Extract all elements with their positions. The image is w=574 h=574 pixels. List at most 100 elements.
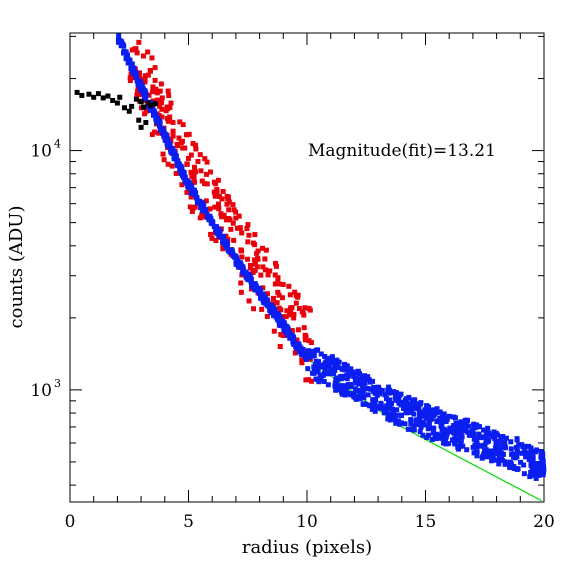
- x-tick-label: 15: [415, 512, 437, 532]
- profile-point-outer: [157, 127, 163, 133]
- profile-point-fitted: [136, 70, 142, 76]
- profile-point-fitted: [143, 108, 149, 114]
- profile-point-outer: [312, 362, 318, 368]
- profile-point-outer: [319, 362, 325, 368]
- profile-point-outer: [393, 390, 399, 396]
- profile-point-outer: [389, 400, 395, 406]
- profile-point-fitted: [216, 194, 222, 200]
- profile-point-outer: [413, 405, 419, 411]
- profile-point-fitted: [163, 108, 169, 114]
- profile-point-fitted: [160, 151, 166, 157]
- profile-point-outer: [443, 418, 449, 424]
- profile-point-outer: [248, 278, 254, 284]
- profile-point-core: [74, 89, 80, 95]
- profile-point-outer: [526, 457, 532, 463]
- profile-point-outer: [496, 461, 502, 467]
- profile-point-outer: [176, 161, 182, 167]
- profile-point-fitted: [255, 256, 261, 262]
- profile-point-outer: [290, 333, 296, 339]
- profile-point-outer: [457, 427, 463, 433]
- profile-point-outer: [295, 344, 301, 350]
- profile-point-fitted: [142, 79, 148, 85]
- profile-point-outer: [410, 404, 416, 410]
- profile-point-fitted: [238, 289, 244, 295]
- profile-point-fitted: [214, 187, 220, 193]
- profile-point-outer: [240, 270, 246, 276]
- profile-point-outer: [481, 451, 487, 457]
- profile-point-outer: [336, 359, 342, 365]
- profile-point-fitted: [177, 119, 183, 125]
- profile-point-fitted: [293, 300, 299, 306]
- profile-point-fitted: [246, 298, 252, 304]
- profile-point-fitted: [211, 189, 217, 195]
- profile-point-fitted: [289, 328, 295, 334]
- profile-point-fitted: [176, 135, 182, 141]
- profile-point-fitted: [252, 261, 258, 267]
- profile-point-fitted: [189, 208, 195, 214]
- profile-point-fitted: [239, 230, 245, 236]
- profile-point-outer: [121, 48, 127, 54]
- profile-point-outer: [463, 428, 469, 434]
- profile-point-fitted: [250, 269, 256, 275]
- profile-point-fitted: [295, 327, 301, 333]
- x-tick-label: 10: [296, 512, 318, 532]
- profile-point-outer: [355, 368, 361, 374]
- profile-point-outer: [344, 372, 350, 378]
- profile-point-fitted: [303, 377, 309, 383]
- profile-point-outer: [383, 396, 389, 402]
- profile-point-fitted: [134, 92, 140, 98]
- profile-point-outer: [339, 386, 345, 392]
- profile-point-outer: [436, 433, 442, 439]
- profile-point-outer: [395, 398, 401, 404]
- profile-point-fitted: [219, 196, 225, 202]
- profile-point-outer: [299, 352, 305, 358]
- profile-point-core: [95, 91, 101, 97]
- profile-point-outer: [370, 378, 376, 384]
- profile-point-outer: [411, 411, 417, 417]
- profile-point-outer: [404, 410, 410, 416]
- profile-point-outer: [495, 432, 501, 438]
- profile-point-outer: [325, 382, 331, 388]
- profile-point-outer: [223, 239, 229, 245]
- profile-point-core: [122, 105, 128, 111]
- profile-point-outer: [451, 439, 457, 445]
- profile-point-outer: [516, 442, 522, 448]
- profile-point-outer: [474, 444, 480, 450]
- profile-point-fitted: [284, 308, 290, 314]
- profile-point-fitted: [197, 215, 203, 221]
- profile-point-outer: [195, 198, 201, 204]
- profile-point-fitted: [159, 114, 165, 120]
- profile-point-outer: [494, 444, 500, 450]
- x-tick-label: 5: [183, 512, 194, 532]
- profile-point-outer: [361, 381, 367, 387]
- profile-point-outer: [120, 41, 126, 47]
- profile-point-fitted: [154, 97, 160, 103]
- profile-point-outer: [417, 429, 423, 435]
- profile-point-outer: [131, 66, 137, 72]
- profile-point-outer: [173, 154, 179, 160]
- profile-point-fitted: [168, 100, 174, 106]
- profile-point-outer: [387, 417, 393, 423]
- profile-point-fitted: [230, 202, 236, 208]
- profile-point-outer: [371, 384, 377, 390]
- profile-point-outer: [447, 425, 453, 431]
- profile-point-fitted: [183, 132, 189, 138]
- profile-point-fitted: [280, 314, 286, 320]
- profile-point-core: [138, 124, 144, 130]
- profile-point-outer: [165, 141, 171, 147]
- profile-point-outer: [315, 377, 321, 383]
- profile-point-fitted: [159, 100, 165, 106]
- profile-point-outer: [522, 449, 528, 455]
- profile-point-outer: [160, 126, 166, 132]
- profile-point-outer: [399, 420, 405, 426]
- profile-point-fitted: [167, 105, 173, 111]
- profile-point-outer: [380, 406, 386, 412]
- magnitude-annotation: Magnitude(fit)=13.21: [308, 141, 496, 161]
- profile-point-outer: [519, 450, 525, 456]
- profile-point-outer: [128, 62, 134, 68]
- profile-point-outer: [372, 408, 378, 414]
- profile-point-outer: [325, 355, 331, 361]
- profile-point-outer: [182, 177, 188, 183]
- profile-point-outer: [434, 409, 440, 415]
- profile-point-outer: [428, 410, 434, 416]
